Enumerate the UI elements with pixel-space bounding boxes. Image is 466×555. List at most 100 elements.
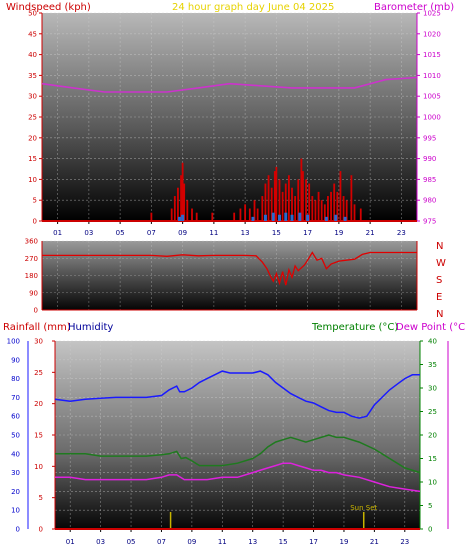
hour-tick-label: 03: [96, 538, 105, 546]
humidity-tick-label: 10: [11, 507, 20, 515]
rainfall-tick-label: 25: [34, 369, 43, 377]
windspeed-tick-label: 30: [28, 93, 37, 101]
wind-barometer-chart: 0510152025303540455097598098599099510001…: [28, 10, 441, 238]
windspeed-tick-label: 40: [28, 51, 37, 59]
windspeed-tick-label: 35: [28, 72, 37, 80]
wind-gust-bar: [359, 208, 362, 221]
hour-tick-label: 05: [116, 229, 125, 237]
barometer-tick-label: 1020: [423, 30, 441, 38]
hour-tick-label: 11: [218, 538, 227, 546]
wind-gust-bar: [264, 183, 267, 221]
hour-tick-label: 01: [66, 538, 75, 546]
wind-average-bar: [271, 212, 275, 221]
windspeed-tick-label: 0: [33, 218, 37, 226]
wind-gust-bar: [267, 175, 270, 221]
wind-gust-bar: [350, 175, 353, 221]
wind-gust-bar: [183, 183, 186, 221]
hour-tick-label: 23: [397, 229, 406, 237]
windspeed-tick-label: 15: [28, 155, 37, 163]
temperature-humidity-chart: 0102030405060708090100051015202530051015…: [7, 338, 449, 546]
wind-gust-bar: [180, 175, 182, 221]
humidity-tick-label: 30: [11, 469, 20, 477]
wind-gust-bar: [191, 208, 193, 221]
humidity-axis-title: Humidity: [68, 322, 113, 333]
hour-tick-label: 09: [187, 538, 196, 546]
wind-average-bar: [263, 214, 267, 221]
wind-gust-bar: [239, 208, 242, 221]
humidity-tick-label: 50: [11, 432, 20, 440]
hour-tick-label: 17: [303, 229, 312, 237]
direction-tick-label: 180: [25, 272, 38, 280]
dewpoint-line: [55, 462, 421, 493]
hour-tick-label: 03: [84, 229, 93, 237]
hour-tick-label: 17: [309, 538, 318, 546]
rainfall-tick-label: 0: [39, 526, 43, 534]
temperature-tick-label: 5: [428, 502, 432, 510]
hour-tick-label: 19: [334, 229, 343, 237]
compass-label: S: [436, 275, 442, 286]
temp-panel-background: [55, 341, 420, 529]
humidity-tick-label: 80: [11, 375, 20, 383]
hour-tick-label: 21: [370, 538, 379, 546]
sunset-annotation: Sun Set: [350, 504, 377, 512]
barometer-tick-label: 985: [423, 176, 436, 184]
wind-average-bar: [290, 214, 294, 221]
wind-gust-bar: [327, 196, 329, 221]
wind-average-bar: [306, 214, 310, 221]
wind-gust-bar: [320, 200, 323, 221]
wind-direction-line: [42, 251, 417, 286]
temperature-line: [55, 434, 421, 474]
wind-gust-bar: [291, 187, 293, 221]
wind-gust-bar: [244, 204, 247, 221]
hour-tick-label: 09: [178, 229, 187, 237]
wind-gust-bar: [333, 183, 336, 221]
hour-tick-label: 01: [53, 229, 62, 237]
wind-gust-bar: [281, 191, 284, 221]
wind-gust-bar: [248, 208, 251, 221]
direction-tick-label: 360: [25, 238, 38, 246]
chart-title: 24 hour graph day June 04 2025: [172, 2, 334, 13]
hour-tick-label: 19: [339, 538, 348, 546]
barometer-tick-label: 1005: [423, 93, 441, 101]
rainfall-tick-label: 30: [34, 338, 43, 346]
wind-gust-bar: [275, 166, 278, 221]
wind-gust-bar: [336, 191, 339, 221]
barometer-tick-label: 995: [423, 134, 436, 142]
hour-tick-label: 15: [279, 538, 288, 546]
wind-gust-bar: [323, 204, 326, 221]
compass-label: N: [436, 309, 443, 320]
wind-average-bar: [251, 216, 255, 221]
wind-gust-bar: [345, 200, 348, 221]
direction-tick-label: 270: [25, 255, 38, 263]
windspeed-axis-title: Windspeed (kph): [6, 2, 91, 13]
wind-gust-bar: [305, 179, 307, 221]
wind-gust-bar: [195, 212, 198, 221]
wind-average-bar: [178, 216, 181, 221]
wind-gust-bar: [330, 191, 332, 221]
rainfall-tick-label: 10: [34, 463, 43, 471]
compass-label: N: [436, 241, 443, 252]
hour-tick-label: 07: [157, 538, 166, 546]
wind-gust-bar: [284, 183, 287, 221]
direction-tick-label: 0: [34, 307, 38, 315]
windspeed-tick-label: 10: [28, 176, 37, 184]
wind-gust-bar: [186, 200, 189, 221]
wind-gust-bar: [287, 175, 290, 221]
windspeed-tick-label: 50: [28, 10, 37, 18]
humidity-tick-label: 100: [7, 338, 20, 346]
windspeed-tick-label: 45: [28, 30, 37, 38]
humidity-tick-label: 0: [16, 526, 20, 534]
temperature-tick-label: 20: [428, 432, 437, 440]
wind-average-bar: [278, 214, 281, 221]
wind-gust-bar: [261, 196, 264, 221]
hour-tick-label: 23: [400, 538, 409, 546]
humidity-line: [54, 370, 420, 419]
wind-gust-bar: [150, 212, 153, 221]
hour-tick-label: 07: [147, 229, 156, 237]
barometer-tick-label: 975: [423, 218, 436, 226]
wind-average-bar: [181, 214, 185, 221]
barometer-tick-label: 980: [423, 197, 436, 205]
temperature-tick-label: 15: [428, 455, 437, 463]
